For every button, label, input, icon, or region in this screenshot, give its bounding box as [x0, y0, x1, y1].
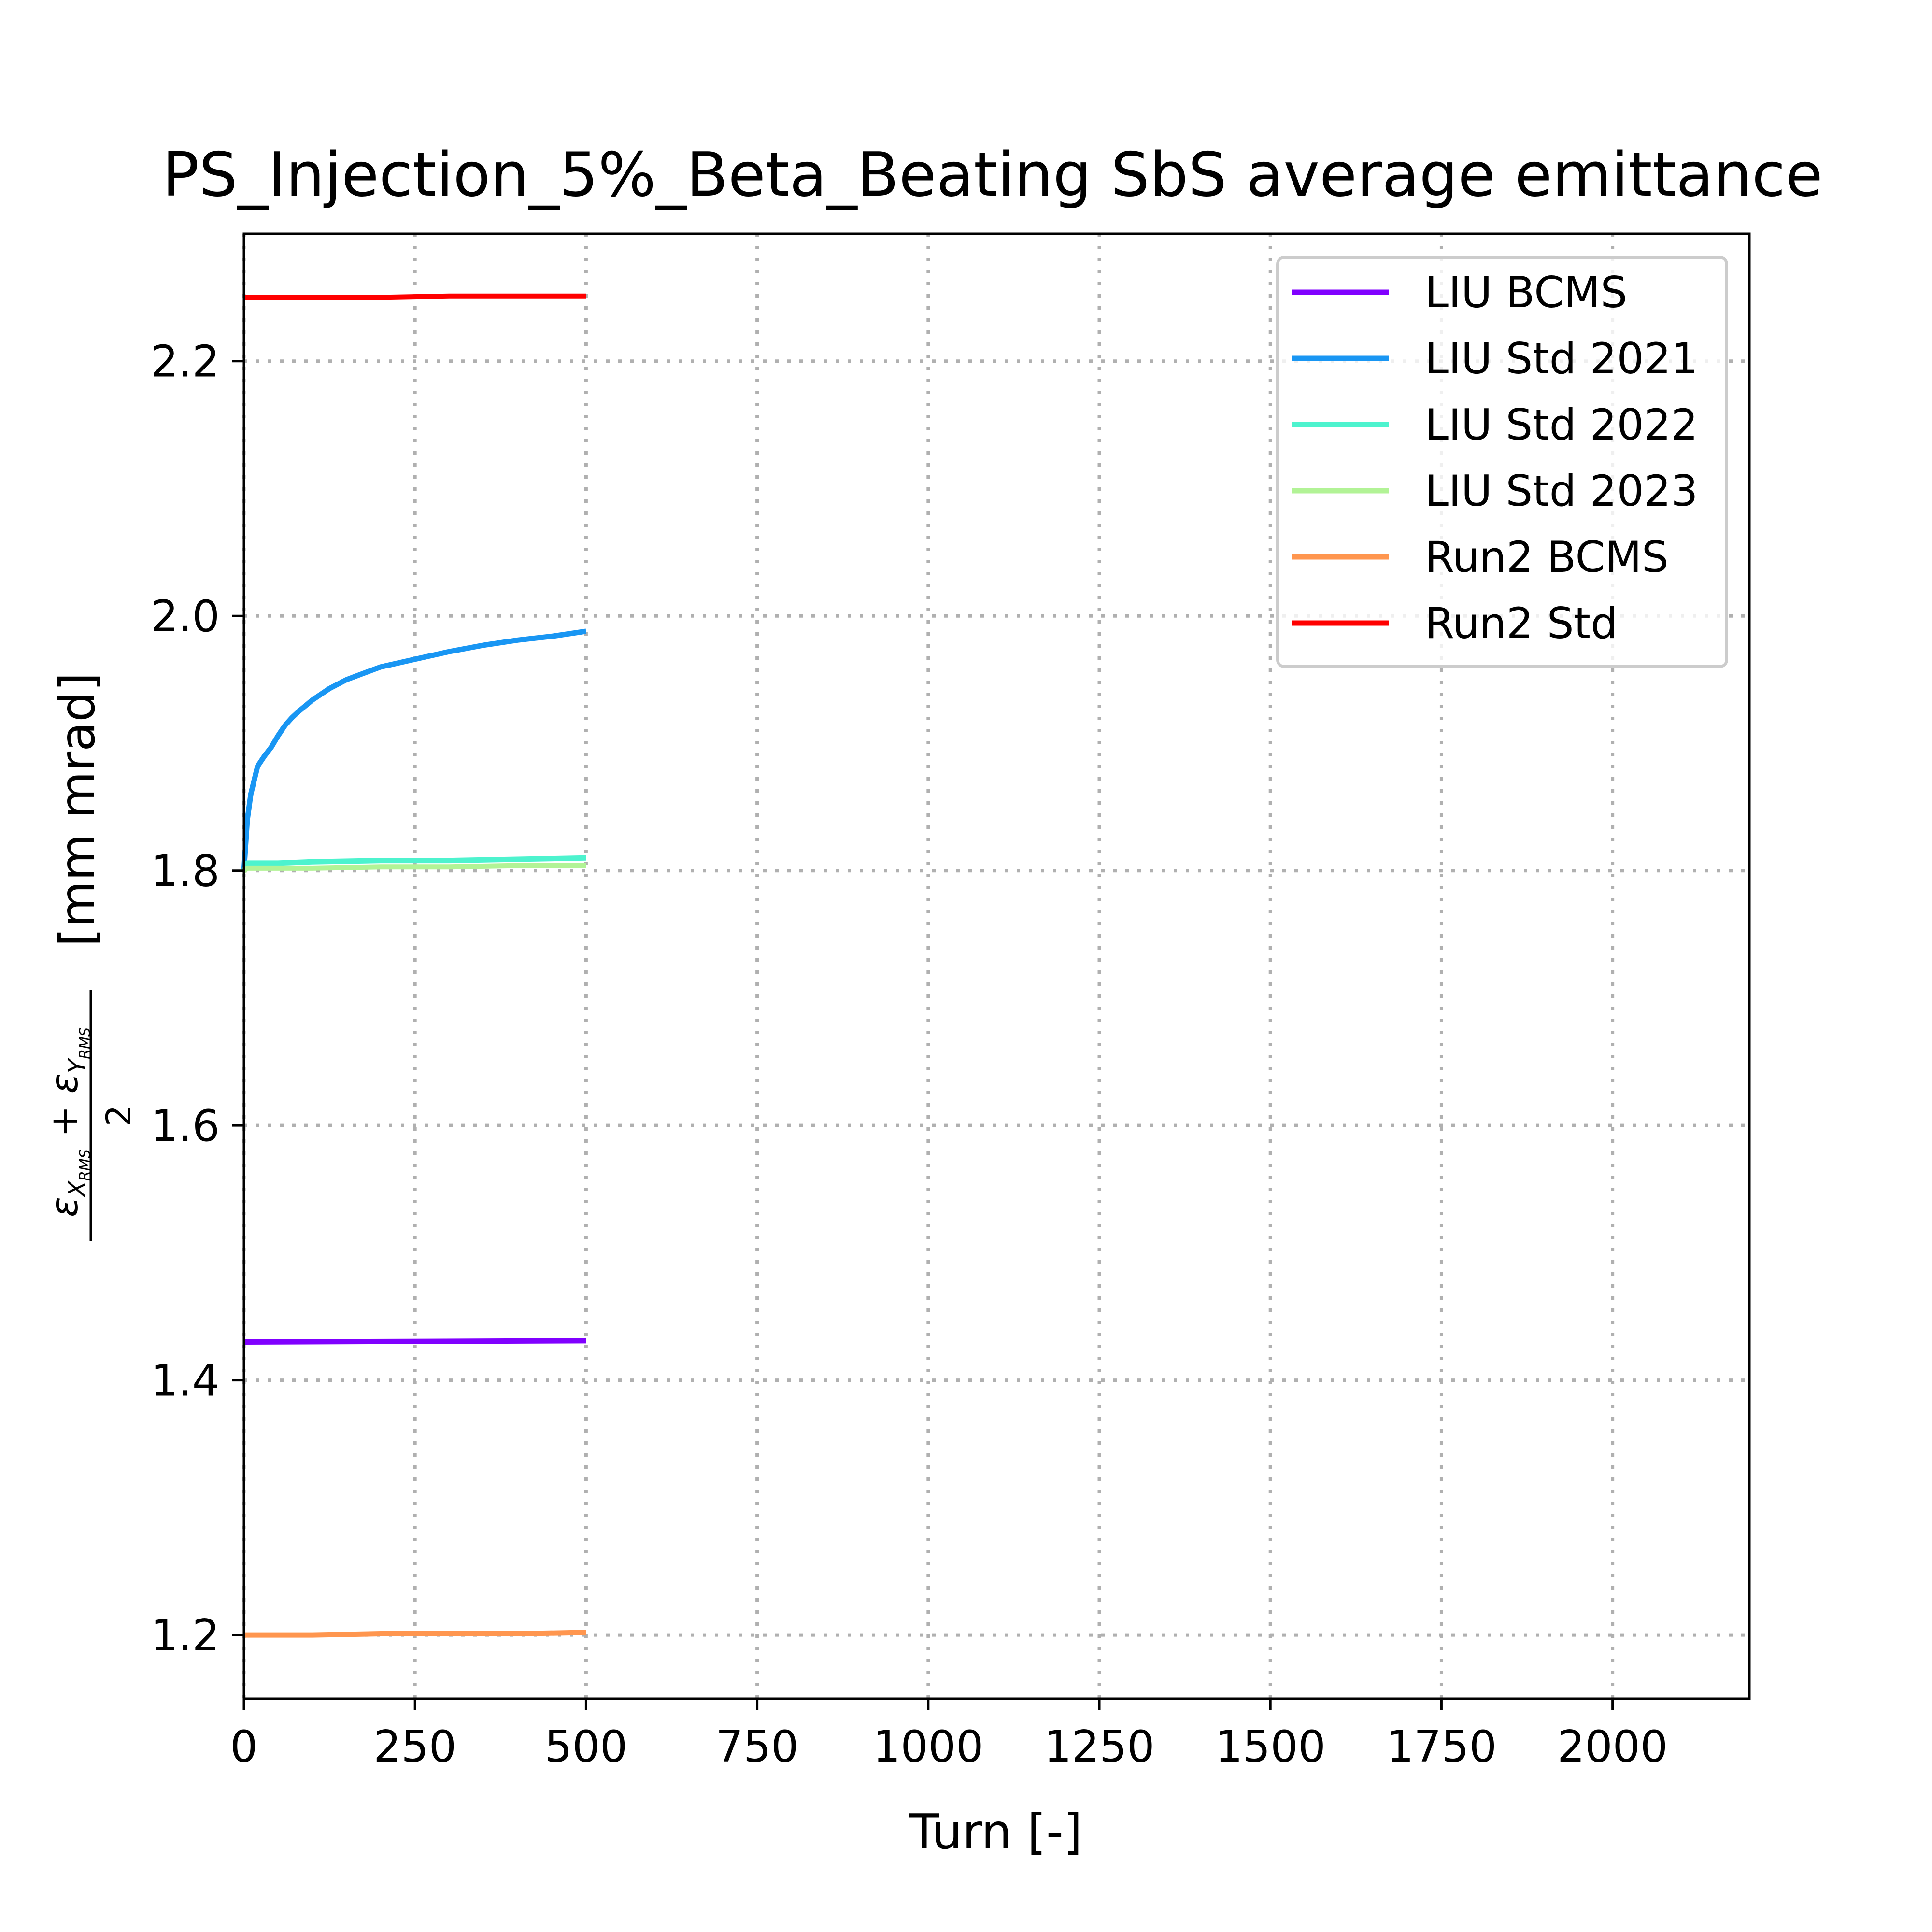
legend-label-liu-std-2021: LIU Std 2021	[1425, 334, 1698, 384]
y-axis-ticks: 1.2 1.4 1.6 1.8 2.0 2.2	[151, 337, 244, 1661]
y-label-plus: +	[43, 1094, 86, 1149]
y-label-sub-y: Y	[64, 1057, 91, 1073]
y-label-epsilon-x: ε	[43, 1197, 86, 1217]
y-label-denominator: 2	[99, 1105, 139, 1127]
x-tick-label: 500	[545, 1721, 628, 1772]
x-axis-label: Turn [-]	[909, 1804, 1082, 1860]
legend-label-run2-bcms: Run2 BCMS	[1425, 532, 1669, 582]
series-line-liu-std-2022	[241, 855, 586, 872]
legend-label-liu-std-2023: LIU Std 2023	[1425, 466, 1698, 516]
y-tick-label: 2.0	[151, 591, 220, 642]
series-lines	[241, 293, 587, 1638]
x-tick-label: 2000	[1557, 1721, 1668, 1772]
x-tick-label: 1000	[873, 1721, 983, 1772]
svg-text:εXRMS + εYRMS: εXRMS + εYRMS	[43, 1027, 94, 1217]
y-tick-label: 1.8	[151, 846, 220, 897]
legend-label-liu-std-2022: LIU Std 2022	[1425, 400, 1698, 450]
y-tick-label: 2.2	[151, 337, 220, 387]
x-axis-ticks: 0 250 500 750 1000 1250 1500 1750 2000	[230, 1699, 1668, 1772]
x-tick-label: 1250	[1044, 1721, 1154, 1772]
series-line-liu-std-2023	[242, 863, 586, 873]
legend: LIU BCMS LIU Std 2021 LIU Std 2022 LIU Std …	[1276, 256, 1728, 668]
series-line-liu-bcms	[243, 1338, 586, 1345]
y-tick-label: 1.6	[151, 1101, 220, 1151]
series-line-liu-std-2021	[241, 628, 587, 871]
y-label-epsilon-y: ε	[43, 1073, 86, 1094]
x-tick-label: 1750	[1386, 1721, 1497, 1772]
y-axis-label: εXRMS + εYRMS 2 [mm mrad]	[43, 672, 139, 1241]
legend-label-liu-bcms: LIU BCMS	[1425, 268, 1627, 317]
y-tick-label: 1.4	[151, 1356, 220, 1406]
series-line-run2-std	[244, 293, 586, 300]
x-tick-label: 0	[230, 1721, 257, 1772]
plot-area-frame	[242, 232, 1751, 1700]
x-tick-label: 750	[716, 1721, 799, 1772]
series-line-run2-bcms	[244, 1630, 586, 1638]
y-label-units: [mm mrad]	[49, 672, 106, 947]
y-axis-label-fraction: εXRMS + εYRMS 2	[43, 990, 139, 1241]
x-tick-label: 1500	[1215, 1721, 1326, 1772]
chart-title: PS_Injection_5%_Beta_Beating SbS average…	[162, 139, 1823, 210]
x-tick-label: 250	[373, 1721, 456, 1772]
y-label-sub-x: X	[64, 1180, 91, 1198]
y-tick-label: 1.2	[151, 1610, 220, 1661]
legend-box	[1276, 256, 1728, 668]
legend-label-run2-std: Run2 Std	[1425, 598, 1618, 648]
